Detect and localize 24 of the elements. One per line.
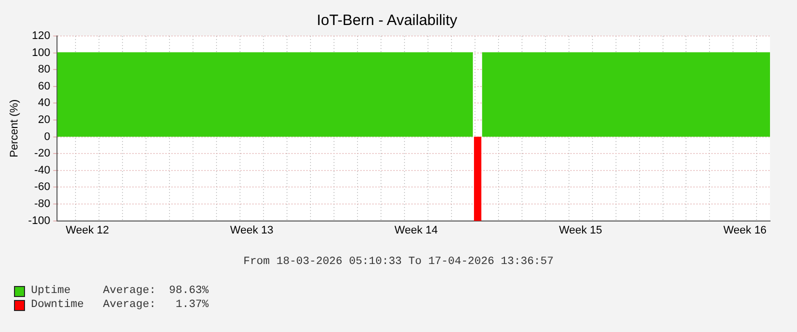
- y-tick-label: 40: [38, 97, 50, 110]
- y-tick-label: 60: [38, 80, 50, 92]
- y-tick-label: -40: [34, 164, 50, 176]
- x-tick-label: Week 14: [394, 224, 438, 236]
- y-tick-label: -80: [34, 198, 50, 210]
- y-tick-label: 100: [32, 46, 50, 59]
- chart-title: IoT-Bern - Availability: [316, 12, 458, 30]
- x-tick-label: Week 15: [558, 224, 602, 236]
- x-tick-label: Week 13: [230, 224, 274, 236]
- y-tick-label: -100: [28, 214, 50, 227]
- y-tick-label: 20: [38, 114, 50, 126]
- y-axis-title: Percent (%): [8, 99, 21, 158]
- y-tick-label: 0: [44, 130, 50, 143]
- x-tick-label: Week 16: [723, 224, 767, 236]
- y-tick-label: 120: [32, 30, 50, 42]
- y-tick-label: 80: [38, 64, 50, 76]
- text: Average: 98.63%: [103, 285, 209, 297]
- y-tick-label: -60: [34, 181, 50, 194]
- legend-label: Downtime: [31, 299, 85, 311]
- legend-label: Uptime: [31, 285, 72, 297]
- text: From 18-03-2026 05:10:33 To 17-04-2026 13:36:57: [242, 256, 555, 268]
- y-tick-label: -20: [34, 148, 50, 160]
- x-tick-label: Week 12: [66, 224, 109, 236]
- text: Average: 1.37%: [103, 299, 209, 311]
